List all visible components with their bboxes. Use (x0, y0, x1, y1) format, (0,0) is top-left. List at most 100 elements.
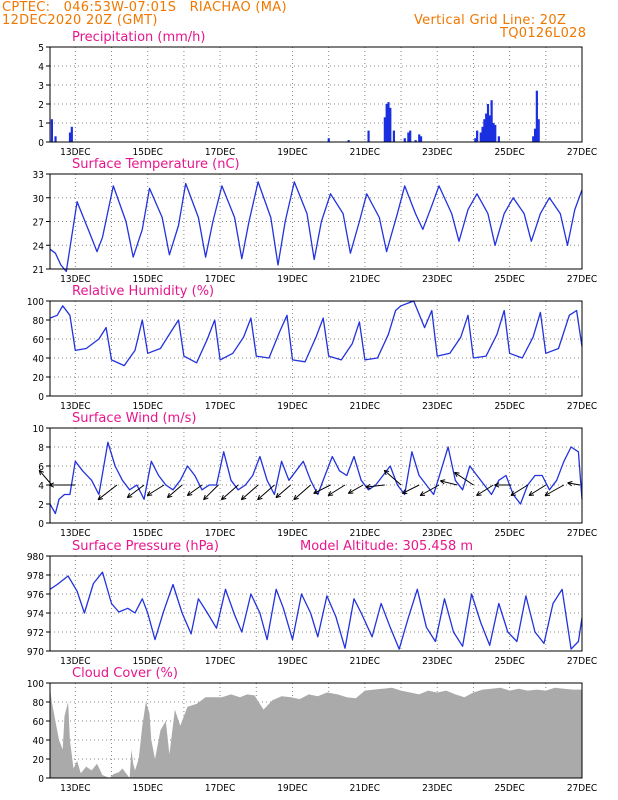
rh-xtick-label: 27DEC (567, 401, 597, 412)
pres-ytick-label: 976 (27, 590, 44, 601)
wind-arrow (383, 469, 402, 486)
wind-frame (49, 427, 583, 524)
rh-xtick-label: 19DEC (277, 401, 307, 412)
rh-ytick-label: 40 (33, 354, 45, 365)
precip-bar (409, 130, 412, 142)
pres-xtick-label: 25DEC (494, 656, 524, 667)
rh-xtick-label: 13DEC (60, 401, 90, 412)
rh-xtick-label: 25DEC (494, 401, 524, 412)
wind-ytick-label: 2 (38, 500, 44, 511)
pres-ytick-label: 978 (27, 571, 44, 582)
precip-bar (494, 124, 497, 142)
precip-bar (389, 107, 392, 142)
wind-arrow-head (401, 489, 408, 494)
wind-line (49, 441, 583, 515)
wind-arrow-head (567, 481, 573, 487)
precip-bar (407, 132, 410, 142)
precip-bar (486, 104, 490, 142)
temp-xtick-label: 25DEC (494, 274, 524, 285)
pres-xtick-label: 17DEC (205, 656, 235, 667)
wind-arrow-head (293, 494, 299, 501)
precip-bar (419, 136, 423, 142)
wind-arrow (275, 484, 291, 498)
wind-arrow (313, 484, 331, 494)
precip-ytick-label: 1 (38, 119, 44, 130)
wind-ytick-label: 0 (38, 519, 44, 530)
temp-xtick-label: 23DEC (422, 274, 452, 285)
temp-ytick-label: 24 (33, 241, 45, 252)
cloud-xtick-label: 27DEC (567, 783, 597, 794)
precip-bar (68, 132, 72, 142)
precip-bar (481, 126, 484, 142)
wind-panel: Surface Wind (m/s) 0 2 4 6 8 10 13DEC 15DEC 17DEC… (33, 411, 598, 539)
precip-bar (418, 134, 421, 142)
temp-xtick-label: 17DEC (205, 274, 235, 285)
pres-panel: Surface Pressure (hPa) 970 972 974 976 978 980… (27, 539, 597, 667)
precip-panel: Precipitation (mm/h) 0 1 2 3 4 5 13DEC 15DEC 17DE… (38, 30, 597, 158)
rh-ytick-label: 0 (38, 392, 44, 403)
precip-bar (387, 102, 390, 142)
precip-bar (535, 90, 538, 142)
precip-bar (490, 100, 493, 142)
cloud-xtick-label: 23DEC (422, 783, 452, 794)
precip-bar (476, 130, 479, 142)
precip-bar (533, 128, 537, 142)
wind-arrow-head (97, 494, 104, 501)
precip-xtick-label: 25DEC (494, 147, 524, 158)
cloud-xtick-label: 13DEC (60, 783, 90, 794)
cloud-ytick-label: 80 (33, 698, 45, 709)
cloud-xtick-label: 19DEC (277, 783, 307, 794)
precip-bar (50, 119, 54, 142)
wind-xtick-label: 25DEC (494, 528, 524, 539)
model-altitude-label: Model Altitude: 305.458 m (300, 539, 473, 554)
pres-xtick-label: 21DEC (350, 656, 380, 667)
wind-arrow-head (454, 471, 460, 477)
wind-arrow-head (365, 484, 371, 490)
wind-arrow-head (327, 491, 334, 496)
cloud-title: Cloud Cover (%) (72, 666, 178, 681)
wind-arrow (440, 480, 458, 486)
precip-bar (392, 130, 396, 142)
wind-arrow (327, 484, 346, 496)
wind-arrow-head (544, 491, 551, 496)
pres-ytick-label: 970 (27, 647, 44, 658)
wind-arrow (454, 471, 474, 486)
pres-ytick-label: 972 (27, 628, 44, 639)
wind-xtick-label: 23DEC (422, 528, 452, 539)
wind-arrow-head (186, 490, 193, 496)
temp-panel: Surface Temperature (nC) 21 24 27 30 33 13DEC 1… (33, 157, 598, 285)
rh-ytick-label: 60 (33, 335, 45, 346)
rh-xtick-label: 17DEC (205, 401, 235, 412)
wind-arrow (257, 484, 275, 501)
temp-title: Surface Temperature (nC) (72, 157, 240, 172)
wind-ytick-label: 4 (38, 481, 44, 492)
precip-frame (49, 46, 583, 143)
wind-arrow (419, 484, 440, 496)
cloud-xtick-label: 15DEC (133, 783, 163, 794)
wind-arrow (97, 484, 118, 501)
temp-xtick-label: 13DEC (60, 274, 90, 285)
precip-bar (488, 115, 491, 142)
cloud-ytick-label: 100 (27, 679, 44, 690)
wind-title: Surface Wind (m/s) (72, 411, 196, 426)
cloud-frame (49, 682, 583, 779)
wind-arrow (293, 484, 311, 501)
precip-bar (479, 132, 482, 142)
precip-bar (70, 126, 73, 142)
precip-bar (403, 138, 406, 142)
precip-bar (385, 104, 388, 142)
precip-title: Precipitation (mm/h) (72, 30, 205, 45)
wind-xtick-label: 21DEC (350, 528, 380, 539)
precip-bar (532, 136, 535, 142)
wind-arrow-head (528, 491, 535, 496)
wind-arrow-head (166, 492, 173, 499)
rh-xtick-label: 23DEC (422, 401, 452, 412)
cloud-ytick-label: 20 (33, 755, 45, 766)
wind-ytick-label: 10 (33, 424, 45, 435)
wind-arrow (365, 484, 385, 488)
wind-arrow (187, 484, 203, 496)
rh-frame (49, 300, 583, 397)
precip-bar (537, 119, 540, 142)
wind-xtick-label: 19DEC (277, 528, 307, 539)
